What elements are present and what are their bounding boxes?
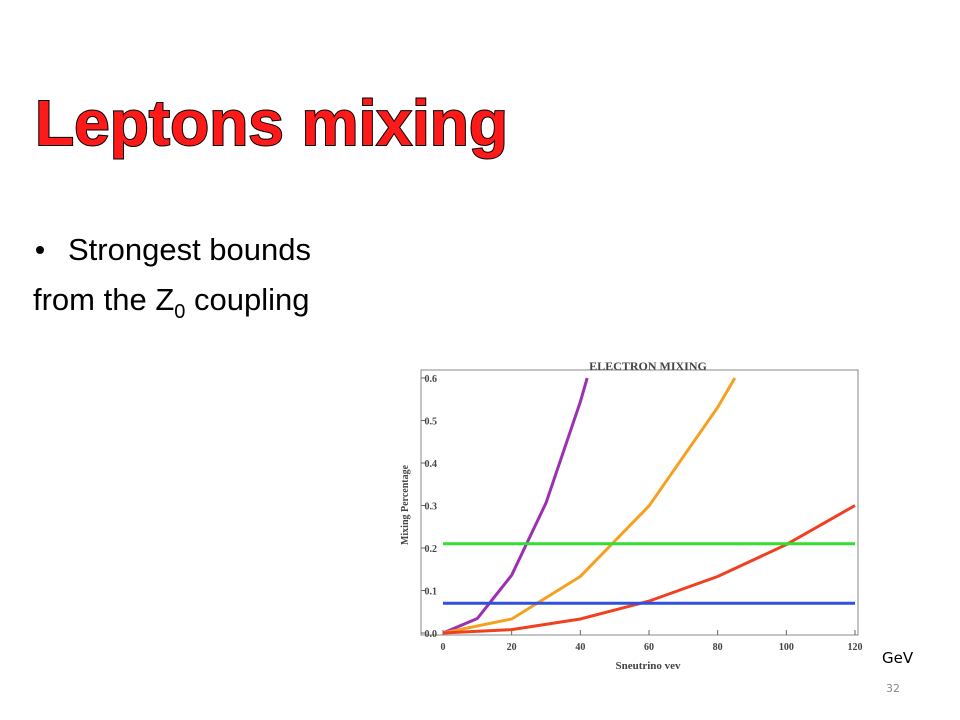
series-line	[442, 377, 737, 635]
page-number: 32	[886, 682, 900, 695]
bullet-dot	[36, 246, 44, 254]
series-line	[442, 504, 856, 635]
series-line	[442, 377, 589, 635]
y-tick-label: 0.0	[425, 629, 438, 640]
x-tick-label: 20	[507, 642, 517, 653]
y-tick-label: 0.6	[425, 374, 438, 385]
x-tick-label: 120	[848, 642, 863, 653]
chart-title: ELECTRON MIXING	[589, 359, 707, 373]
unit-note: GeV	[882, 649, 914, 667]
x-tick-label: 100	[779, 642, 794, 653]
x-axis-label: Sneutrino vev	[615, 660, 681, 672]
chart: ELECTRON MIXING Sneutrino vev Mixing Per…	[400, 359, 863, 672]
bullet-text: Strongest bounds	[68, 232, 311, 267]
y-tick-label: 0.5	[425, 417, 438, 428]
text: from the Z	[33, 282, 174, 317]
x-tick-label: 60	[644, 642, 654, 653]
x-tick-label: 40	[575, 642, 585, 653]
x-tick-label: 0	[441, 642, 446, 653]
y-tick-label: 0.4	[425, 459, 438, 470]
x-tick-label: 80	[713, 642, 723, 653]
y-tick-label: 0.2	[425, 544, 438, 555]
slide-title: Leptons mixing	[35, 87, 508, 159]
subscript: 0	[174, 301, 185, 323]
plot-frame	[420, 369, 859, 636]
y-tick-label: 0.3	[425, 502, 438, 513]
bullet-continuation: from the Z0 coupling	[33, 282, 309, 323]
text: coupling	[185, 282, 309, 317]
y-axis-label: Mixing Percentage	[400, 464, 411, 545]
y-tick-label: 0.1	[425, 587, 438, 598]
